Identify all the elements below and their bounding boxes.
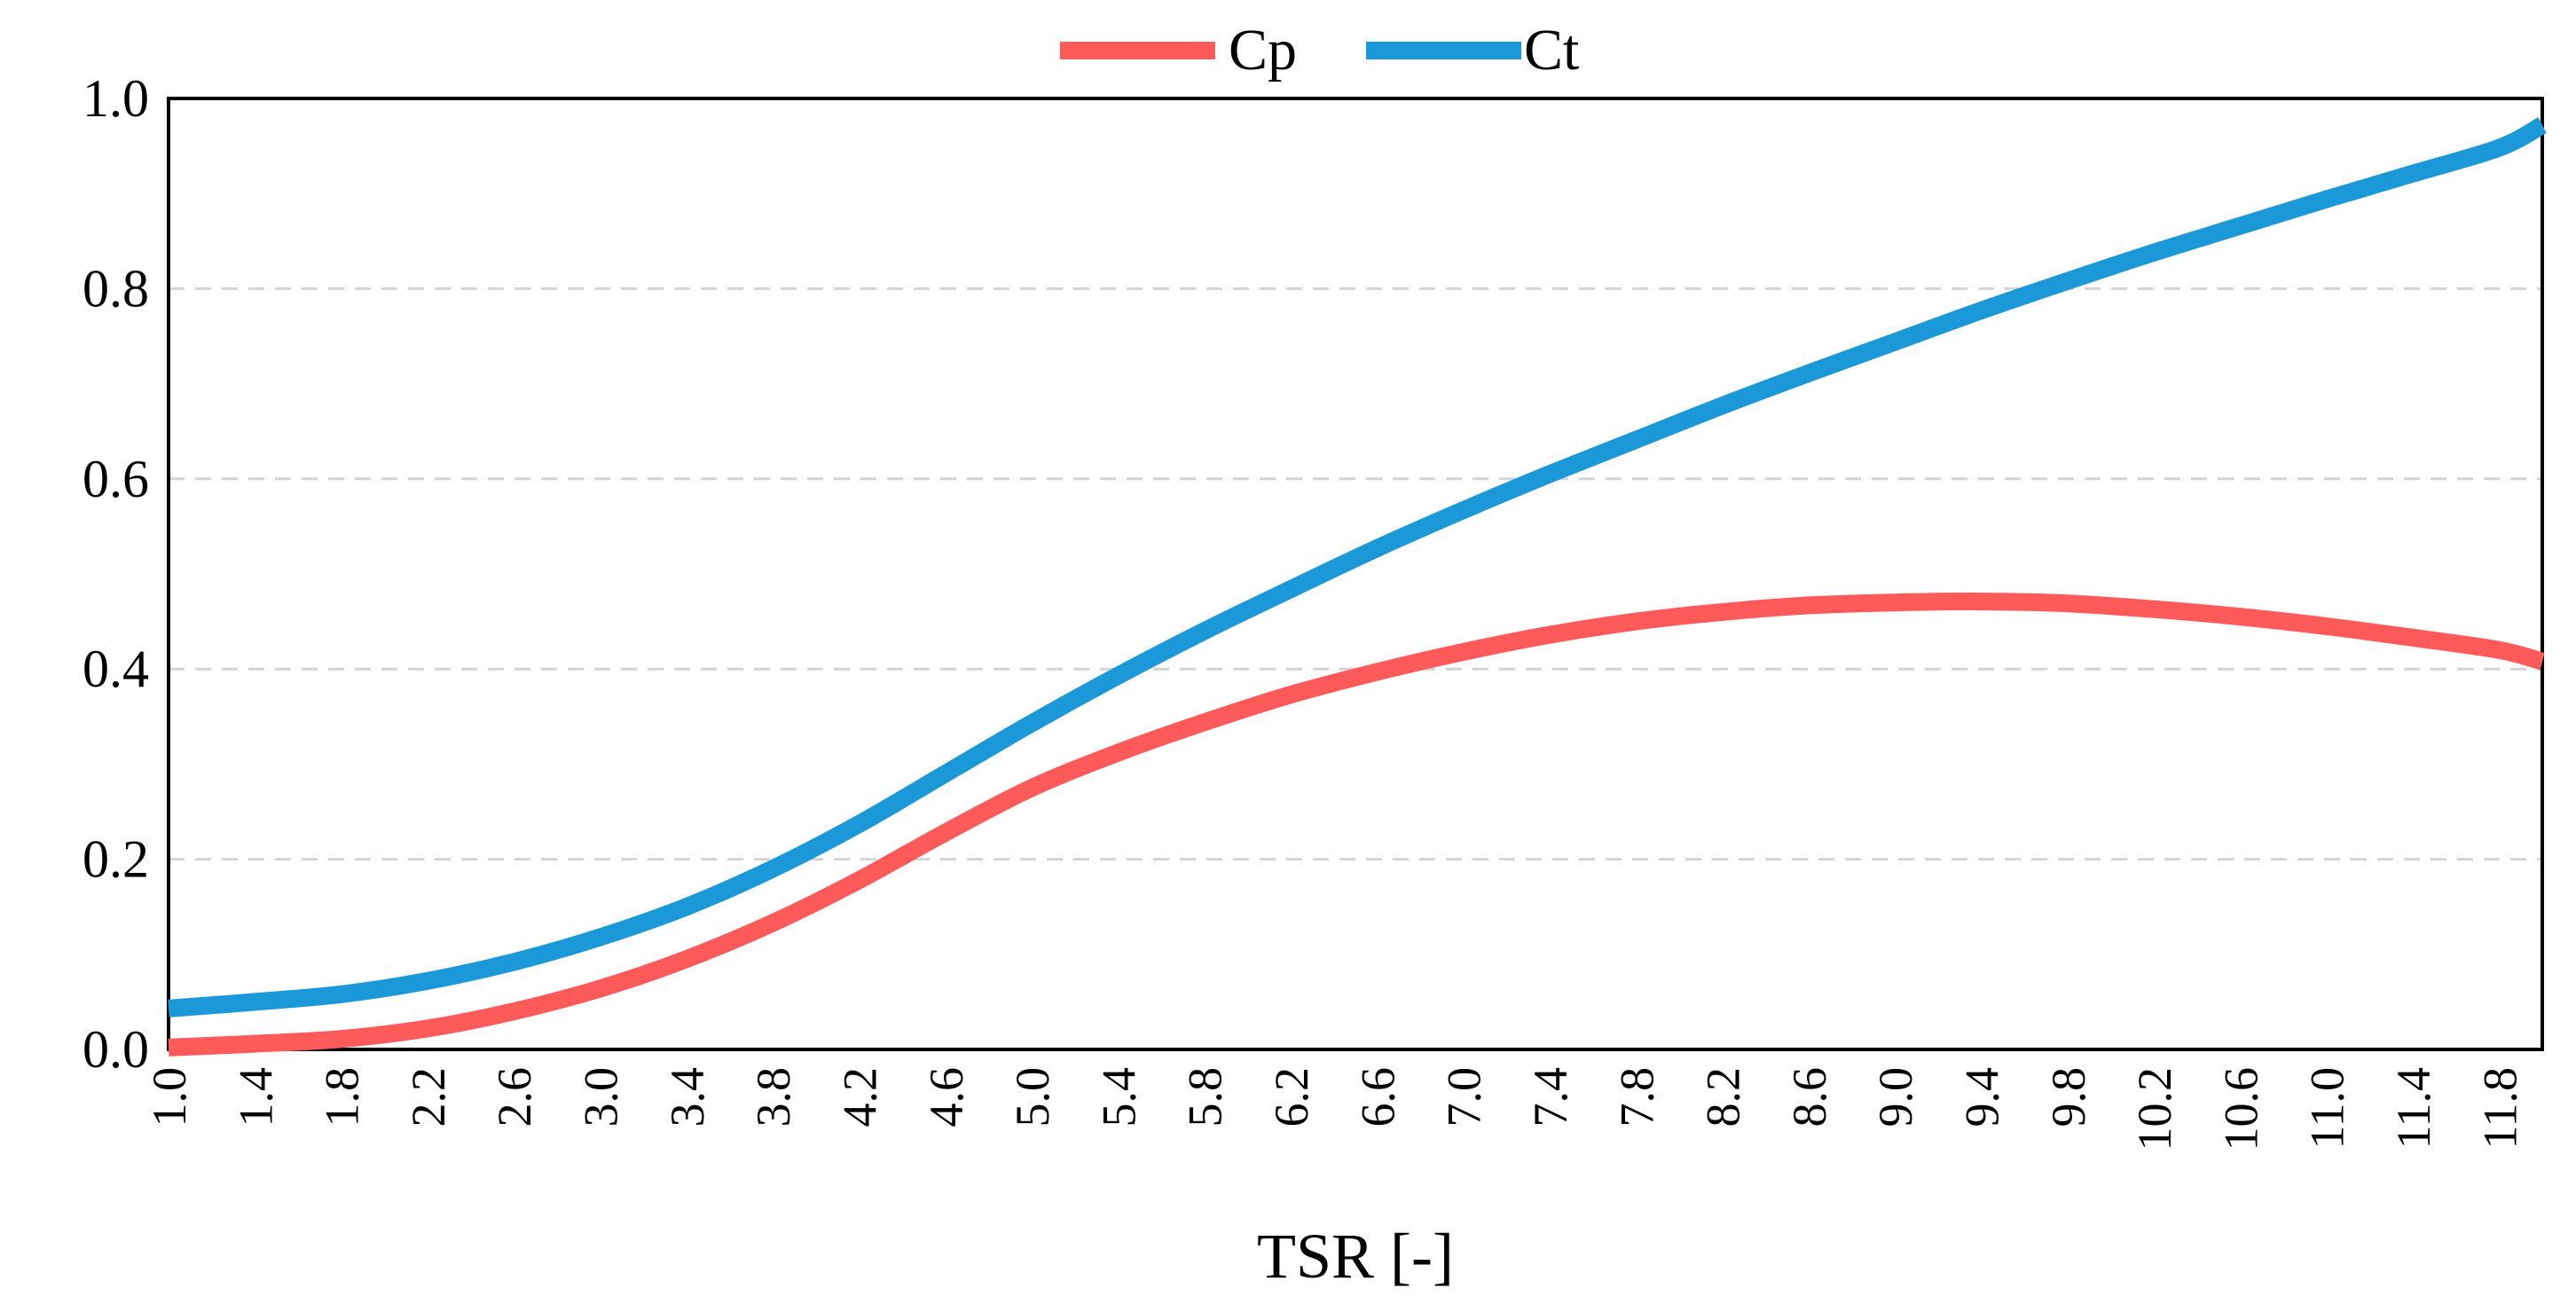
x-tick-label: 7.8 bbox=[1610, 1067, 1663, 1127]
x-tick-label: 11.4 bbox=[2387, 1067, 2440, 1150]
x-tick-label: 5.0 bbox=[1006, 1067, 1059, 1127]
grid-lines bbox=[169, 287, 2542, 861]
legend-label-ct: Ct bbox=[1524, 18, 1579, 82]
x-axis-title: TSR [-] bbox=[1257, 1221, 1454, 1292]
x-tick-label: 5.8 bbox=[1179, 1067, 1232, 1127]
x-tick-label: 10.6 bbox=[2214, 1067, 2267, 1151]
x-tick-label: 8.2 bbox=[1697, 1067, 1750, 1127]
legend: Cp Ct bbox=[1060, 18, 1579, 82]
x-tick-label: 9.8 bbox=[2042, 1067, 2095, 1127]
series-layer bbox=[168, 117, 2547, 1057]
x-tick-label: 11.8 bbox=[2473, 1067, 2526, 1150]
y-axis-ticks: 0.0 0.2 0.4 0.6 0.8 1.0 bbox=[82, 69, 149, 1079]
y-tick-label: 0.0 bbox=[82, 1020, 149, 1079]
plot-area-frame bbox=[167, 97, 2544, 1051]
x-tick-label: 1.0 bbox=[143, 1067, 196, 1127]
x-tick-label: 2.6 bbox=[488, 1067, 541, 1127]
x-tick-label: 1.8 bbox=[316, 1067, 369, 1127]
x-tick-label: 3.0 bbox=[575, 1067, 628, 1127]
series-line-ct bbox=[168, 117, 2547, 1017]
x-axis-ticks: 1.0 1.4 1.8 2.2 2.6 3.0 3.4 3.8 4.2 4.6 5.0 5.4 5.8 6… bbox=[143, 1067, 2526, 1151]
x-tick-label: 10.2 bbox=[2128, 1067, 2181, 1151]
x-tick-label: 3.4 bbox=[661, 1067, 714, 1127]
y-tick-label: 0.2 bbox=[82, 830, 149, 889]
y-tick-label: 0.4 bbox=[82, 640, 149, 698]
x-tick-label: 4.2 bbox=[833, 1067, 886, 1127]
y-tick-label: 0.6 bbox=[82, 450, 149, 508]
x-tick-label: 8.6 bbox=[1783, 1067, 1836, 1127]
legend-label-cp: Cp bbox=[1229, 18, 1297, 82]
x-tick-label: 7.4 bbox=[1524, 1067, 1577, 1127]
x-tick-label: 9.0 bbox=[1869, 1067, 1922, 1127]
x-tick-label: 2.2 bbox=[402, 1067, 455, 1127]
x-tick-label: 1.4 bbox=[229, 1067, 282, 1127]
x-tick-label: 3.8 bbox=[747, 1067, 800, 1127]
series-line-cp bbox=[168, 593, 2545, 1057]
x-tick-label: 7.0 bbox=[1438, 1067, 1491, 1127]
x-tick-label: 6.2 bbox=[1265, 1067, 1318, 1127]
y-tick-label: 1.0 bbox=[82, 69, 149, 128]
x-tick-label: 6.6 bbox=[1351, 1067, 1404, 1127]
x-tick-label: 5.4 bbox=[1092, 1067, 1145, 1127]
y-tick-label: 0.8 bbox=[82, 259, 149, 318]
x-tick-label: 9.4 bbox=[1955, 1067, 2008, 1127]
x-tick-label: 4.6 bbox=[920, 1067, 973, 1127]
x-tick-label: 11.0 bbox=[2301, 1067, 2354, 1150]
